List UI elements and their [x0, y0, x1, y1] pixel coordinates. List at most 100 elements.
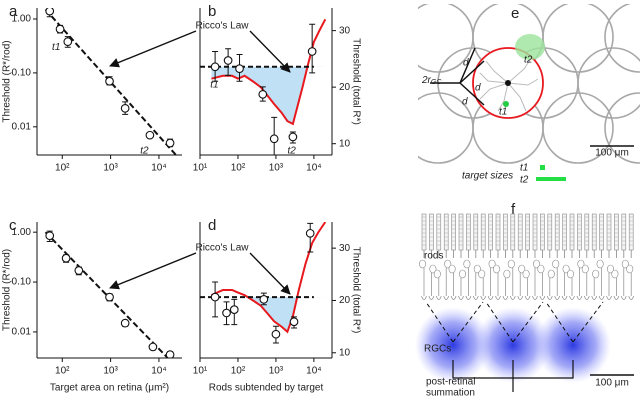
rod-outer	[540, 213, 545, 251]
rod-nucleus	[611, 269, 619, 279]
data-point	[148, 342, 158, 352]
x-axis-label: Target area on retina (μm²)	[50, 383, 169, 394]
rod-nucleus	[626, 264, 634, 274]
rod-outer	[562, 213, 567, 251]
rod-layer	[418, 213, 635, 300]
target-sizes-label: target sizes	[462, 171, 513, 182]
rgcs-label: RGCs	[424, 344, 451, 355]
x-tick-label: 10⁴	[306, 163, 321, 174]
y2-tick-label: 10	[339, 347, 351, 358]
rod-outer	[532, 213, 538, 251]
data-point	[55, 24, 65, 34]
rod-nucleus	[592, 269, 600, 279]
rod-outer	[488, 213, 493, 251]
rgc-field	[577, 47, 640, 119]
data-point	[45, 231, 55, 241]
rgc-field	[604, 4, 640, 73]
ricco-deviation-area	[247, 297, 298, 332]
rod-outer	[628, 213, 634, 251]
rod-nucleus	[418, 259, 426, 269]
rod-terminal	[561, 295, 568, 300]
rod-terminal	[435, 295, 442, 300]
radius-label: 2rGC	[421, 75, 442, 86]
summation-lines	[452, 360, 574, 392]
summation-label: summation	[426, 388, 475, 399]
rod-nucleus	[478, 269, 486, 279]
rod-nucleus	[458, 269, 466, 279]
panel-letter: e	[511, 5, 519, 22]
rod-nucleus	[581, 264, 589, 274]
rod-terminal	[591, 295, 598, 300]
y-tick-label: 0.10	[12, 68, 32, 79]
summation-label: post-retinal	[426, 377, 475, 388]
rgc-field	[604, 92, 640, 164]
rod-outer	[436, 213, 442, 251]
rod-outer	[421, 213, 427, 251]
x-tick-label: 10³	[103, 366, 118, 377]
panel-letter: f	[511, 201, 516, 218]
callout-arrow	[249, 252, 291, 295]
rod-terminal	[480, 295, 487, 300]
rod-outer	[466, 213, 471, 251]
rod-terminal	[606, 295, 612, 300]
rod-nucleus	[566, 269, 574, 279]
data-point	[105, 76, 114, 86]
spacing-lines	[430, 47, 485, 106]
point-annotation: t2	[140, 145, 149, 156]
rod-nucleus	[429, 264, 437, 274]
target-label: t1	[520, 163, 528, 174]
target-t1	[540, 165, 545, 170]
rgc	[475, 307, 551, 383]
soma	[505, 80, 511, 86]
x-tick-label: 10⁴	[306, 366, 321, 377]
x-tick-label: 10³	[269, 163, 284, 174]
plot-area	[200, 18, 327, 155]
callout: Ricco's Law	[195, 21, 249, 32]
point-annotation: t2	[288, 145, 297, 156]
target-label: t2	[520, 175, 529, 186]
x-tick-label: 10²	[231, 163, 246, 174]
rod-outer	[451, 213, 456, 251]
data-point	[61, 253, 71, 263]
data-point	[222, 308, 231, 318]
y-axis-label: Threshold (R*/rod)	[2, 40, 13, 122]
y2-axis-label: Threshold (total R*)	[350, 38, 361, 125]
scale-bar-label: 100 μm	[595, 148, 629, 159]
point-annotation: t1	[210, 80, 218, 91]
panel-letter: d	[208, 217, 216, 234]
y-tick-label: 1.00	[12, 227, 32, 238]
x-tick-label: 10²	[231, 366, 246, 377]
panel-letter: b	[208, 3, 216, 20]
rod-terminal	[598, 295, 605, 300]
rod-nucleus	[547, 269, 555, 279]
rod-outer	[614, 213, 619, 251]
rod-outer	[503, 213, 508, 251]
y-tick-label: 0.01	[12, 327, 32, 338]
rod-terminal	[428, 295, 435, 300]
fill-clip	[247, 297, 298, 332]
rod-nucleus	[448, 264, 456, 274]
spacing-label: d	[462, 97, 468, 108]
data-point	[223, 56, 233, 65]
rod-outer	[584, 213, 590, 251]
y2-tick-label: 10	[339, 138, 351, 149]
y2-axis-label: Threshold (total R*)	[350, 247, 361, 334]
rod-nucleus	[444, 259, 452, 269]
rod-nucleus	[621, 259, 629, 269]
rod-outer	[621, 213, 627, 251]
rod-nucleus	[532, 259, 540, 269]
y2-tick-label: 20	[339, 295, 351, 306]
rod-outer	[591, 213, 597, 251]
rod-terminal	[465, 295, 472, 300]
convergence-lines	[425, 301, 604, 343]
x-tick-label: 10²	[55, 366, 70, 377]
rod-terminal	[569, 295, 575, 300]
radius-label-sub: GC	[431, 79, 442, 86]
rod-outer	[554, 213, 560, 251]
panel-letter: c	[9, 217, 17, 234]
rod-terminal	[532, 295, 538, 300]
rgc	[415, 307, 491, 383]
radius-label-main: 2r	[421, 75, 432, 86]
